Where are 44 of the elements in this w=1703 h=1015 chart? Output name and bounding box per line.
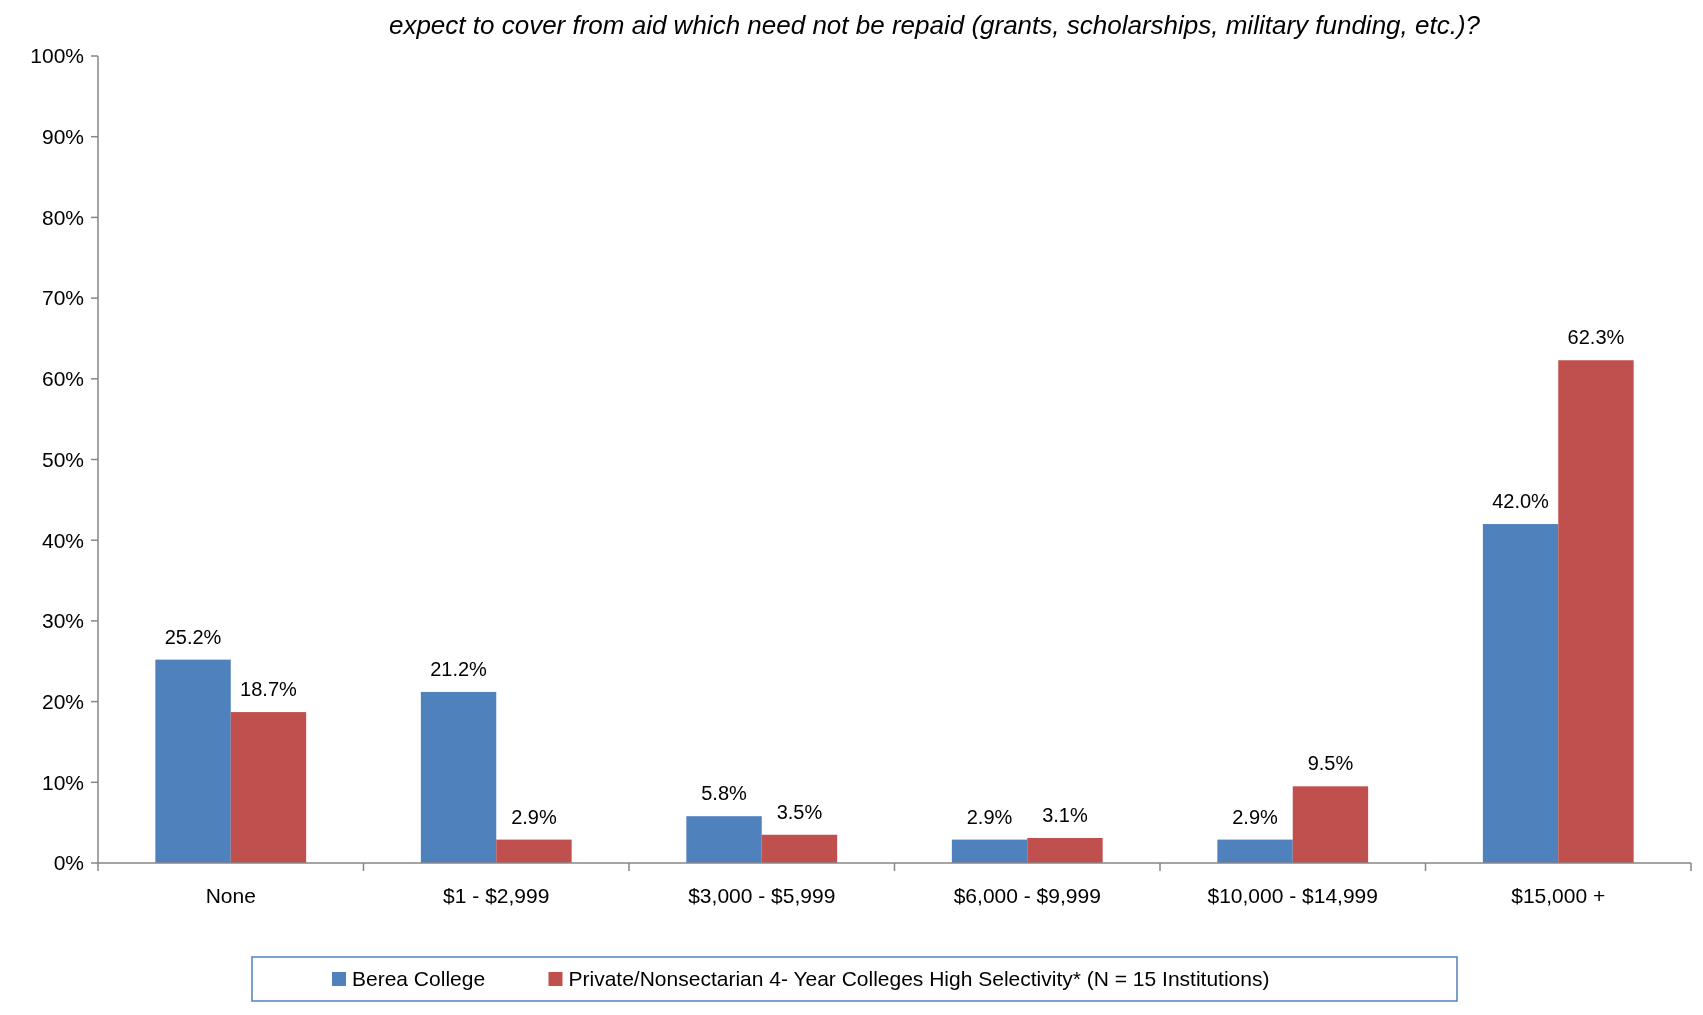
data-label: 2.9% [966, 805, 1013, 828]
bar [420, 691, 497, 863]
y-tick-label: 100% [30, 44, 84, 68]
bar [686, 816, 762, 863]
data-label: 21.2% [430, 657, 488, 680]
data-label: 2.9% [1232, 805, 1279, 828]
bar [1558, 360, 1634, 863]
x-tick-label: $15,000 + [1511, 884, 1606, 907]
bar [155, 659, 231, 863]
y-tick-label: 70% [41, 286, 84, 310]
data-label: 9.5% [1307, 752, 1354, 775]
bar [951, 839, 1028, 863]
legend-label: Berea College [352, 967, 486, 991]
data-label: 3.1% [1042, 803, 1088, 826]
bar [1027, 837, 1103, 863]
data-label: 2.9% [511, 805, 557, 828]
data-label: 42.0% [1492, 490, 1550, 513]
x-tick-label: $10,000 - $14,999 [1207, 884, 1378, 907]
y-tick-label: 40% [41, 528, 84, 552]
y-tick-label: 90% [41, 125, 84, 149]
y-tick-label: 10% [41, 770, 84, 794]
y-tick-label: 60% [41, 367, 84, 391]
legend-label: Private/Nonsectarian 4- Year Colleges High Selectivity* (N = 15 Institutions) [568, 967, 1270, 991]
data-label: 5.8% [701, 782, 748, 805]
chart-title: expect to cover from aid which need not be repaid (grants, scholarships, military funding, etc.)? [388, 10, 1481, 40]
bar [1482, 524, 1559, 863]
y-tick-label: 80% [41, 205, 84, 229]
y-tick-label: 30% [41, 609, 84, 633]
bar [761, 834, 838, 863]
x-tick-label: $6,000 - $9,999 [953, 884, 1101, 907]
x-tick-label: None [205, 884, 256, 907]
data-label: 3.5% [776, 800, 823, 823]
y-tick-label: 20% [41, 689, 84, 713]
data-label: 18.7% [240, 678, 298, 701]
x-tick-label: $1 - $2,999 [443, 884, 550, 907]
bar [1292, 786, 1369, 863]
bar [1217, 839, 1293, 863]
data-label: 25.2% [164, 625, 222, 648]
x-tick-label: $3,000 - $5,999 [688, 884, 836, 907]
data-label: 62.3% [1567, 326, 1625, 349]
bar [230, 712, 307, 863]
bar [496, 839, 572, 863]
y-tick-label: 50% [41, 447, 84, 471]
y-tick-label: 0% [53, 851, 84, 875]
